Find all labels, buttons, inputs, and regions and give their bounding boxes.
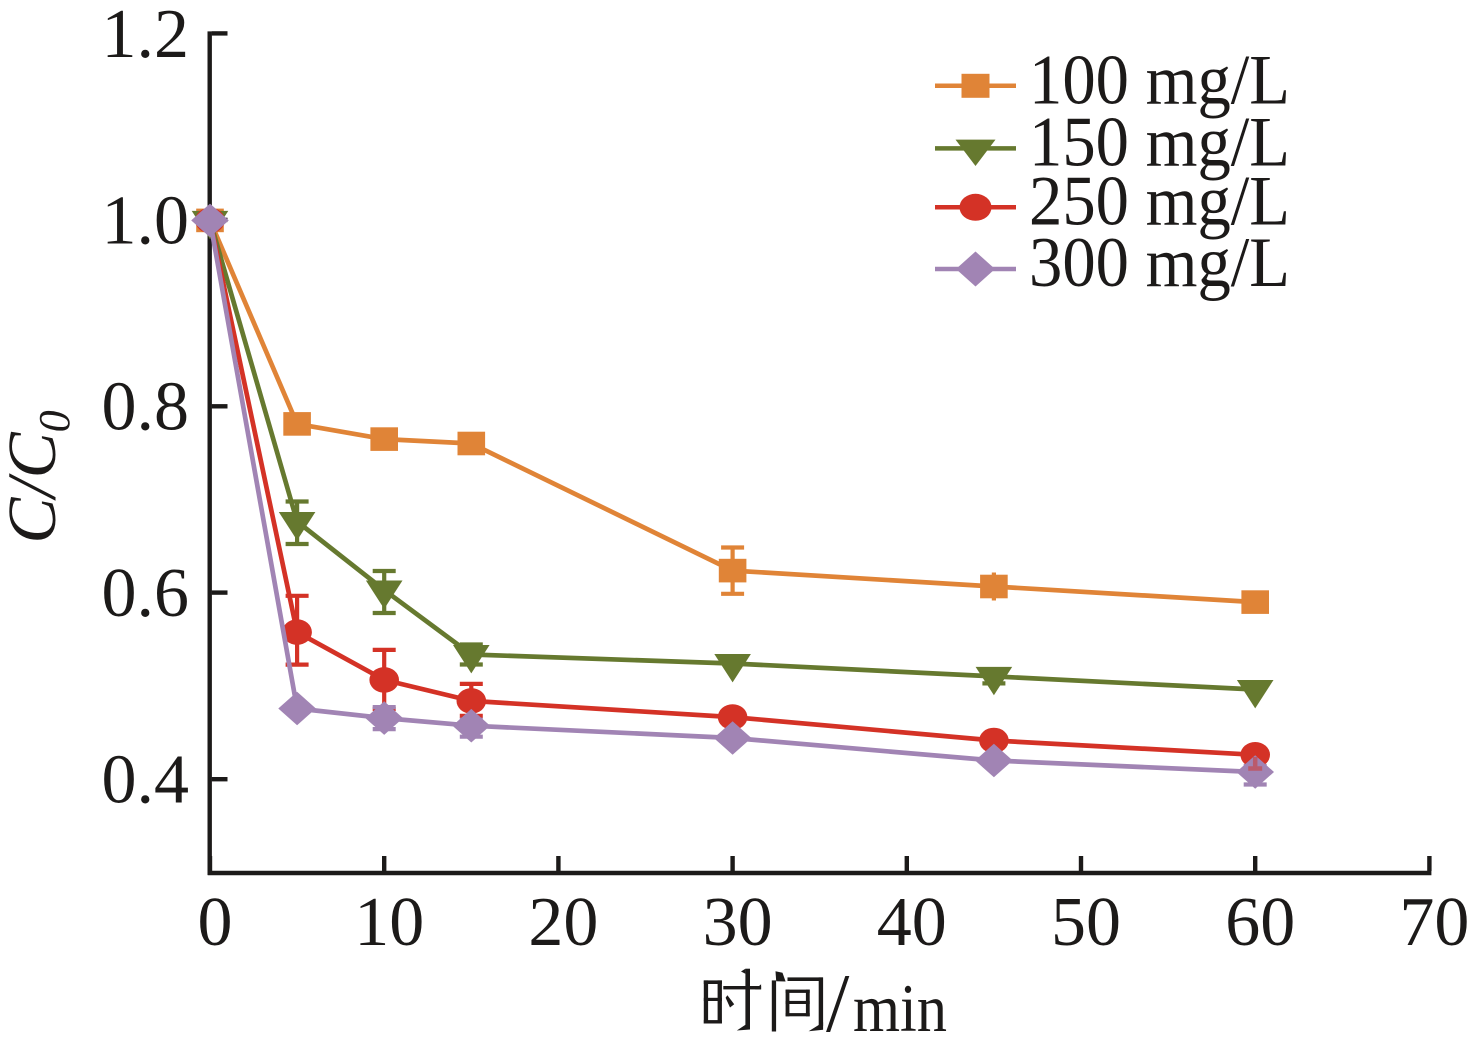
svg-text:300 mg/L: 300 mg/L	[1029, 224, 1290, 302]
svg-text:20: 20	[528, 884, 598, 961]
svg-text:50: 50	[1051, 884, 1121, 961]
svg-text:0.8: 0.8	[102, 369, 190, 446]
svg-text:70: 70	[1399, 884, 1469, 961]
svg-text:60: 60	[1225, 884, 1295, 961]
svg-text:1.0: 1.0	[102, 182, 190, 259]
svg-text:1.2: 1.2	[102, 0, 190, 73]
svg-text:0: 0	[198, 884, 233, 961]
svg-text:150 mg/L: 150 mg/L	[1029, 103, 1290, 181]
svg-text:40: 40	[877, 884, 947, 961]
svg-text:/: /	[826, 957, 850, 1047]
svg-text:10: 10	[354, 884, 424, 961]
svg-text:0.6: 0.6	[102, 555, 190, 632]
svg-text:250 mg/L: 250 mg/L	[1029, 163, 1290, 241]
svg-text:30: 30	[703, 884, 773, 961]
svg-text:C/C0: C/C0	[0, 410, 79, 543]
svg-text:min: min	[853, 970, 947, 1046]
svg-text:100 mg/L: 100 mg/L	[1029, 42, 1290, 120]
svg-text:0.4: 0.4	[102, 742, 190, 819]
